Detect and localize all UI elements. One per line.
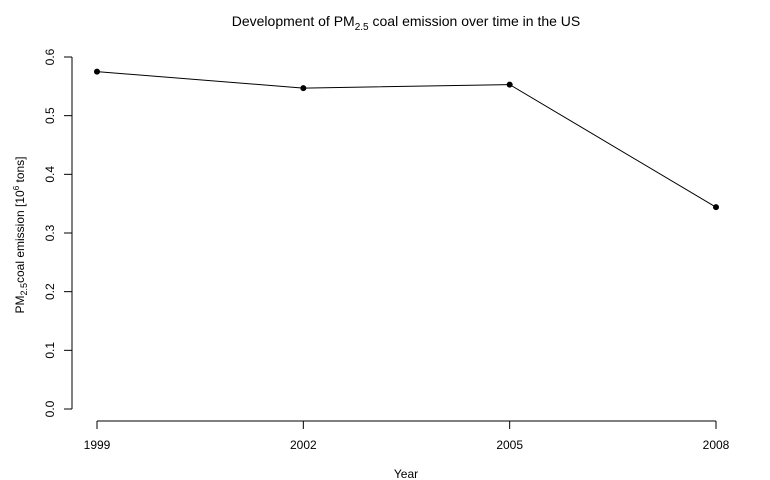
x-axis-title: Year xyxy=(394,467,418,480)
data-point xyxy=(506,81,513,88)
data-point xyxy=(94,68,100,75)
chart-title: Development of PM2.5 coal emission over … xyxy=(232,13,581,33)
data-point xyxy=(713,204,719,211)
y-tick-label: 0.0 xyxy=(43,400,57,417)
x-tick-label: 2002 xyxy=(290,438,317,452)
y-axis-ticks: 0.0 0.1 0.2 0.3 0.4 0.5 0.6 xyxy=(43,48,72,417)
y-tick-label: 0.6 xyxy=(43,48,57,65)
x-tick-label: 2008 xyxy=(703,438,730,452)
series-line xyxy=(96,71,717,208)
y-tick-label: 0.4 xyxy=(43,166,57,183)
data-point xyxy=(300,85,307,92)
y-tick-label: 0.5 xyxy=(43,107,57,124)
y-axis-title: PM2.5coal emission [106 tons] xyxy=(12,156,29,313)
y-tick-label: 0.1 xyxy=(43,342,57,359)
x-tick-label: 2005 xyxy=(496,438,523,452)
x-axis-ticks: 1999 2002 2005 2008 xyxy=(84,421,730,452)
y-tick-label: 0.3 xyxy=(43,224,57,241)
series-group xyxy=(94,68,719,211)
y-tick-label: 0.2 xyxy=(43,283,57,300)
x-tick-label: 1999 xyxy=(84,438,111,452)
